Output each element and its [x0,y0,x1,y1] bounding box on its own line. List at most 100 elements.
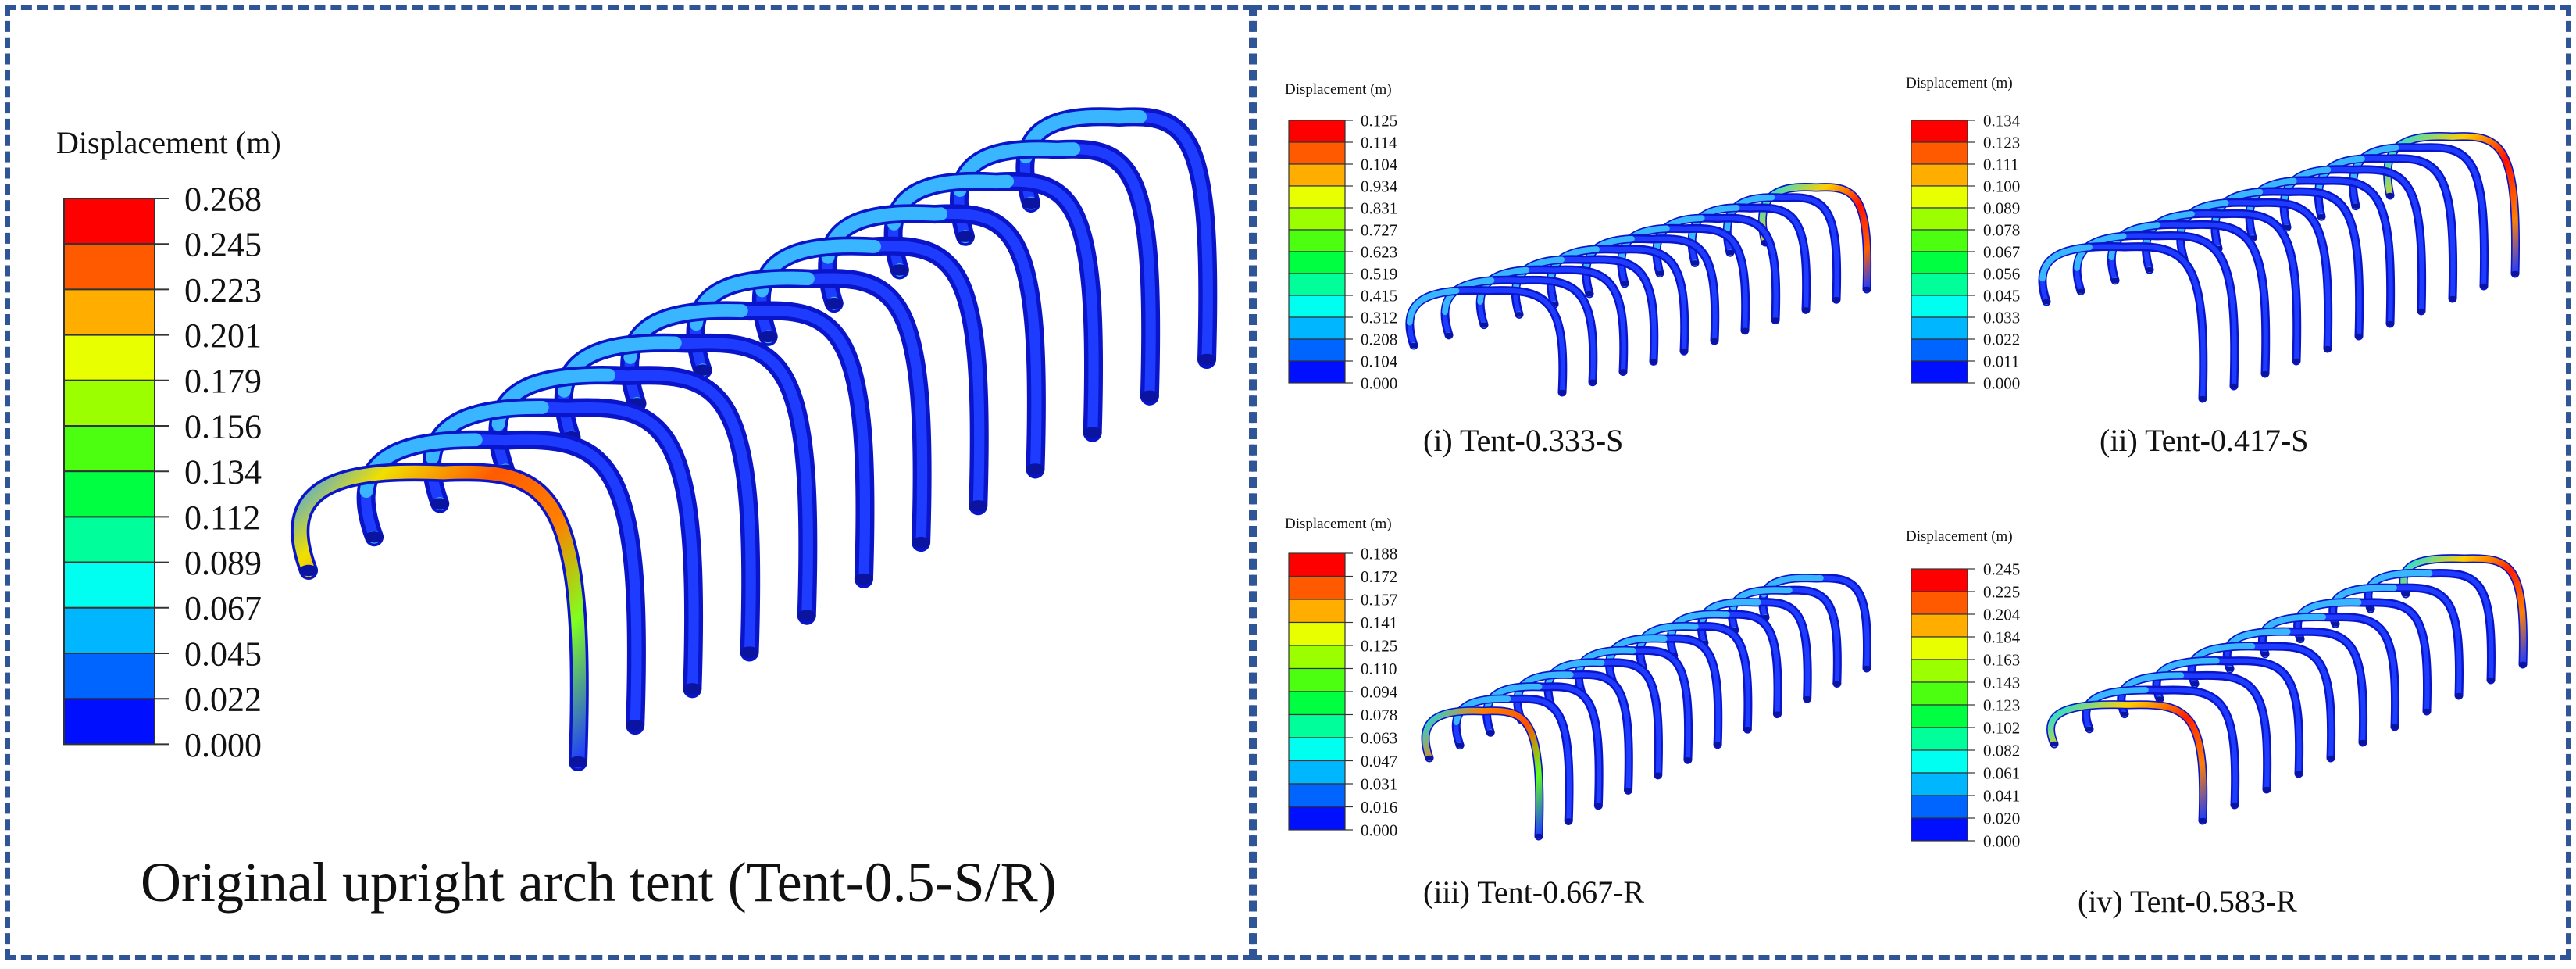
legend-color-swatch [1288,667,1346,692]
legend-color-swatch [1288,120,1346,143]
legend-color-swatch [1288,338,1346,362]
legend-color-swatch [63,288,155,336]
legend-value-label: 0.067 [1983,242,2020,261]
legend-color-swatch [63,470,155,518]
legend-value-label: 0.188 [1361,544,1397,563]
legend-value-label: 0.056 [1983,264,2020,283]
legend-color-swatch [1288,552,1346,577]
legend-value-label: 0.061 [1983,763,2020,782]
legend-color-swatch [1288,229,1346,252]
legend-color-swatch [1911,704,1968,728]
tent-arch [1405,286,1568,397]
legend-color-swatch [1911,659,1968,683]
displacement-legend: Displacement (m) 0.245 0.225 0.204 0.184 0.16… [1906,528,2021,850]
legend-color-swatch [1288,645,1346,670]
displacement-legend: Displacement (m) 0.125 0.114 0.104 0.934 0.83… [1285,81,1398,392]
tent-arch [291,463,589,771]
legend-value-label: 0.078 [1983,220,2020,239]
legend-value-label: 0.204 [1983,605,2021,624]
legend-value-label: 0.022 [184,681,262,719]
legend-color-swatch [1911,591,1968,615]
legend-value-label: 0.934 [1361,177,1398,195]
legend-color-swatch [63,243,155,291]
legend-value-label: 0.201 [184,316,262,355]
legend-color-swatch [1288,207,1346,231]
legend-title: Displacement (m) [56,125,281,160]
legend-value-label: 0.623 [1361,242,1397,261]
legend-value-label: 0.033 [1983,308,2020,327]
legend-value-label: 0.123 [1983,695,2020,714]
legend-color-swatch [1288,251,1346,274]
legend-color-swatch [1288,760,1346,785]
legend-color-swatch [1288,141,1346,165]
legend-value-label: 0.045 [184,635,262,673]
legend-title: Displacement (m) [1285,516,1392,532]
legend-color-swatch [1911,229,1968,252]
legend-color-swatch [1288,621,1346,646]
legend-value-label: 0.208 [1361,330,1397,349]
legend-color-swatch [1911,817,1968,842]
legend-value-label: 0.111 [1983,155,2019,173]
legend-color-swatch [1911,795,1968,819]
legend-value-label: 0.125 [1361,111,1397,130]
legend-value-label: 0.094 [1361,682,1398,701]
legend-value-label: 0.078 [1361,706,1397,724]
legend-color-swatch [1911,316,1968,340]
sub-panel-iv: Displacement (m) 0.245 0.225 0.204 0.184 0.16… [1890,500,2562,922]
sub-panel-i: Displacement (m) 0.125 0.114 0.104 0.934 0.83… [1265,55,1890,477]
legend-value-label: 0.134 [1983,111,2021,130]
legend-value-label: 0.089 [1983,198,2020,217]
legend-color-swatch [1288,185,1346,209]
legend-value-label: 0.016 [1361,798,1397,817]
arch-tent-model [1405,183,1872,397]
sub-caption-i: (i) Tent-0.333-S [1423,423,1624,458]
legend-value-label: 0.312 [1361,308,1397,327]
legend-color-swatch [1911,749,1968,774]
legend-value-label: 0.089 [184,544,262,582]
sub-caption-ii: (ii) Tent-0.417-S [2100,423,2309,458]
main-panel: Displacement (m) 0.268 0.245 0.223 0.201 0.17… [0,0,1250,965]
legend-color-swatch [1288,806,1346,831]
legend-value-label: 0.245 [184,226,262,264]
legend-color-swatch [1911,727,1968,751]
legend-color-swatch [1911,772,1968,796]
legend-value-label: 0.000 [184,726,262,764]
legend-color-swatch [1288,163,1346,187]
legend-value-label: 0.022 [1983,330,2020,349]
legend-value-label: 0.112 [184,499,260,537]
legend-color-swatch [1288,599,1346,624]
tent-arch [2046,700,2208,825]
legend-color-swatch [1288,316,1346,340]
legend-color-swatch [1288,360,1346,384]
legend-color-swatch [1288,691,1346,716]
legend-value-label: 0.104 [1361,155,1398,173]
legend-color-swatch [1911,163,1968,187]
displacement-legend: Displacement (m) 0.268 0.245 0.223 0.201 0.17… [56,125,281,764]
legend-color-swatch [1288,575,1346,600]
arch-tent-model [1421,574,1871,841]
legend-color-swatch [1911,185,1968,209]
legend-value-label: 0.134 [184,453,262,492]
displacement-legend: Displacement (m) 0.134 0.123 0.111 0.100 0.08… [1906,75,2021,392]
sub-panel-ii: Displacement (m) 0.134 0.123 0.111 0.100 0.08… [1890,55,2562,477]
main-model-figure: Displacement (m) 0.268 0.245 0.223 0.201 0.17… [56,107,1218,771]
legend-value-label: 0.143 [1983,673,2020,692]
legend-value-label: 0.415 [1361,286,1397,305]
sub-figure-iii: Displacement (m) 0.188 0.172 0.157 0.141 0.12… [1285,516,1871,841]
sub-figure-iv: Displacement (m) 0.245 0.225 0.204 0.184 0.16… [1906,528,2528,850]
legend-value-label: 0.184 [1983,628,2021,646]
legend-value-label: 0.156 [184,407,262,445]
legend-color-swatch [1911,251,1968,274]
sub-caption-iii: (iii) Tent-0.667-R [1423,874,1645,910]
right-panel-frame [1251,5,2571,960]
legend-color-swatch [1911,207,1968,231]
legend-color-swatch [1911,636,1968,660]
tent-arch [1440,275,1598,387]
legend-color-swatch [1911,295,1968,318]
legend-value-label: 0.125 [1361,636,1397,655]
tent-arch [1421,706,1544,841]
legend-color-swatch [63,653,155,700]
sub-panel-iii: Displacement (m) 0.188 0.172 0.157 0.141 0.12… [1265,500,1890,922]
arch-tent-model [2046,554,2528,825]
legend-color-swatch [1911,681,1968,706]
